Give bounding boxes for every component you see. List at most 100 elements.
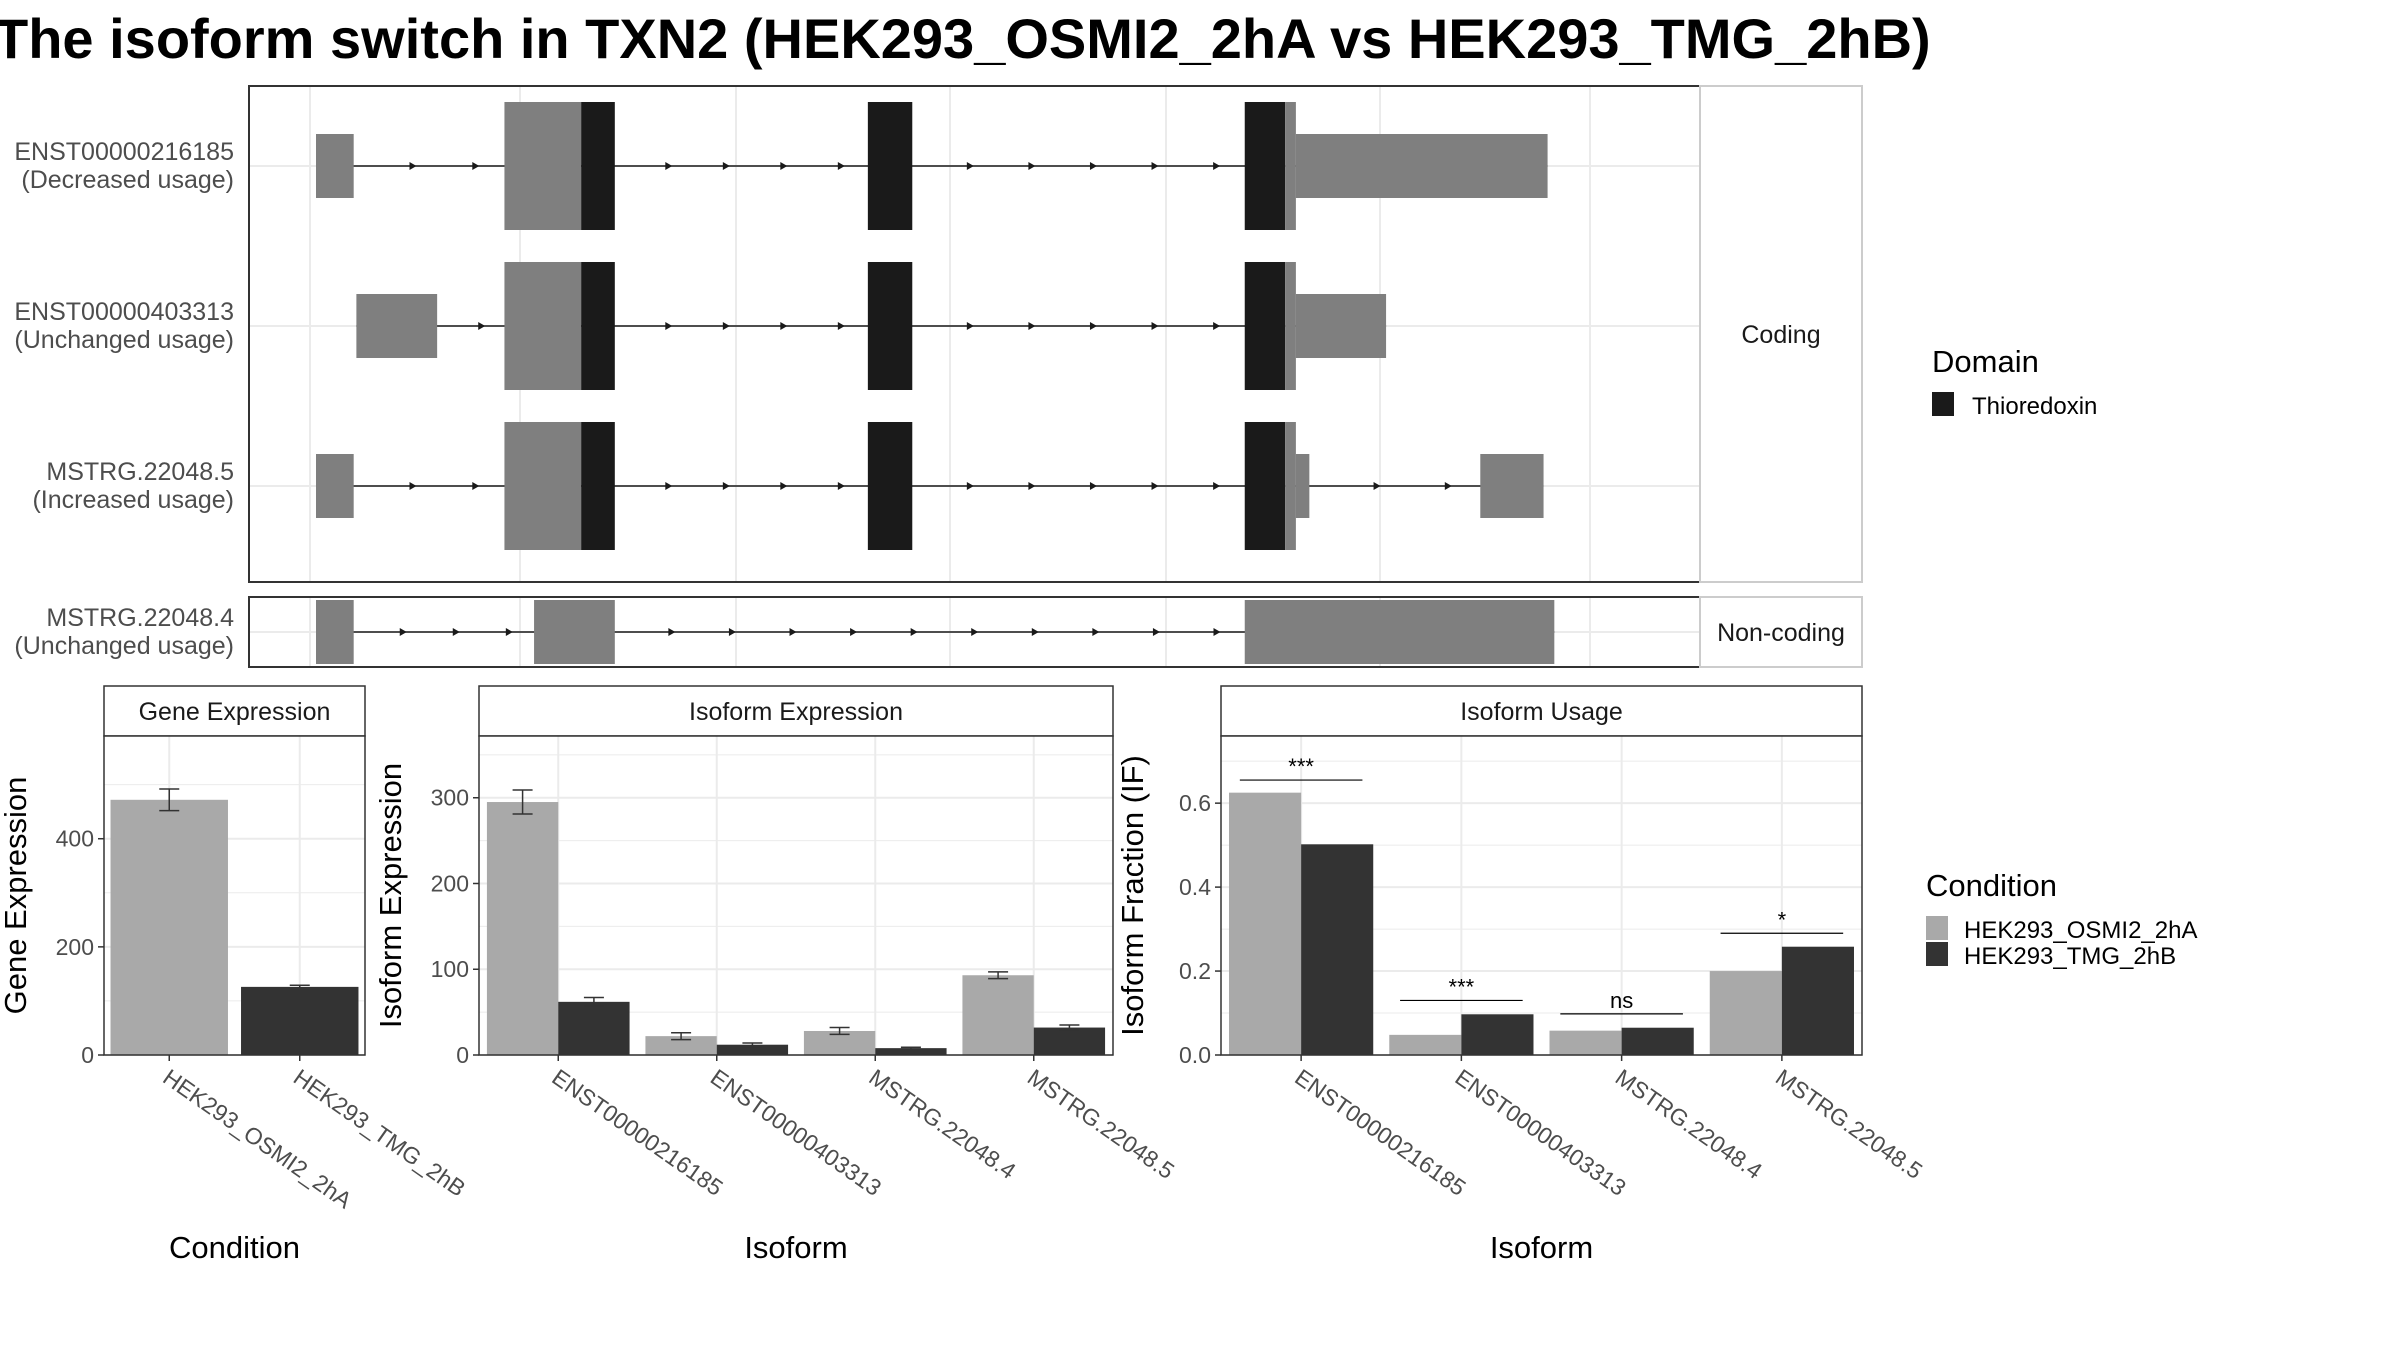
exon-block [1295, 134, 1548, 198]
bar-HEK293_OSMI2_2hA [1229, 792, 1302, 1055]
facet-strip-label: Non-coding [1717, 619, 1845, 647]
x-tick-label: MSTRG.22048.4 [1611, 1064, 1767, 1184]
intron-direction-arrow [1213, 322, 1221, 330]
intron-direction-arrow [665, 162, 673, 170]
x-axis-title: Isoform [1490, 1230, 1593, 1265]
bar-HEK293_OSMI2_2hA [110, 799, 228, 1055]
thioredoxin-domain-segment [581, 262, 615, 390]
y-tick-label: 0.0 [1179, 1042, 1211, 1068]
intron-direction-arrow [478, 322, 486, 330]
legends: Domain Thioredoxin Condition HEK293_OSMI… [1926, 344, 2197, 970]
intron-direction-arrow [1152, 628, 1160, 636]
bar-HEK293_OSMI2_2hA [1549, 1030, 1622, 1055]
intron-direction-arrow [780, 482, 788, 490]
x-tick-label: ENST00000216185 [1290, 1064, 1470, 1201]
thioredoxin-domain-segment [867, 102, 913, 230]
bar-HEK293_OSMI2_2hA [645, 1036, 717, 1055]
thioredoxin-domain-segment [581, 422, 615, 550]
panel-border [1220, 735, 1863, 1056]
intron-direction-arrow [780, 322, 788, 330]
thioredoxin-domain-segment [1244, 102, 1286, 230]
intron-direction-arrow [1031, 628, 1039, 636]
intron-direction-arrow [1151, 482, 1159, 490]
exon-block [1480, 454, 1544, 518]
y-tick-label: 0 [81, 1042, 94, 1068]
significance-label: *** [1288, 754, 1314, 779]
intron-direction-arrow [472, 482, 480, 490]
intron-direction-arrow [837, 482, 845, 490]
bar-HEK293_TMG_2hB [1033, 1027, 1106, 1055]
intron-direction-arrow [505, 628, 513, 636]
exon-block [1295, 294, 1387, 358]
thioredoxin-legend-key [1932, 392, 1954, 416]
exon-block [1295, 454, 1310, 518]
intron-direction-arrow [665, 482, 673, 490]
y-tick-label: 0.2 [1179, 958, 1211, 984]
intron-direction-arrow [1089, 322, 1097, 330]
y-tick-label: 0.4 [1179, 874, 1211, 900]
x-tick-label: ENST00000216185 [547, 1064, 727, 1201]
bar-HEK293_OSMI2_2hA [1389, 1034, 1462, 1055]
panel-strip-title: Gene Expression [139, 698, 331, 726]
intron-direction-arrow [1092, 628, 1100, 636]
panel-strip [478, 685, 1114, 737]
intron-direction-arrow [1373, 482, 1381, 490]
facet-strip [1699, 85, 1863, 583]
exon-block [1285, 422, 1296, 550]
intron-direction-arrow [668, 628, 676, 636]
exon-block [534, 600, 615, 664]
domain-legend-title: Domain [1932, 344, 2039, 379]
thioredoxin-domain-segment [867, 262, 913, 390]
exon-block [1244, 600, 1555, 664]
intron-direction-arrow [1213, 628, 1221, 636]
y-tick-label: 200 [56, 934, 94, 960]
exon-block [356, 294, 438, 358]
intron-direction-arrow [728, 628, 736, 636]
intron-direction-arrow [1089, 482, 1097, 490]
x-tick-label: MSTRG.22048.4 [864, 1064, 1020, 1184]
intron-direction-arrow [665, 322, 673, 330]
transcript-id-label: ENST00000403313 [14, 298, 234, 326]
intron-direction-arrow [971, 628, 979, 636]
intron-direction-arrow [452, 628, 460, 636]
figure-title: The isoform switch in TXN2 (HEK293_OSMI2… [0, 7, 1931, 70]
panel-strip-title: Isoform Usage [1460, 698, 1623, 726]
panel-border [103, 735, 366, 1056]
intron-direction-arrow [399, 628, 407, 636]
significance-label: *** [1449, 974, 1475, 999]
intron-direction-arrow [409, 162, 417, 170]
bar-HEK293_TMG_2hB [716, 1044, 789, 1055]
exon-block [316, 600, 354, 664]
bar-HEK293_OSMI2_2hA [486, 802, 559, 1055]
intron-direction-arrow [722, 162, 730, 170]
transcript-usage-label: (Unchanged usage) [14, 326, 234, 354]
condition-1-legend-key [1926, 916, 1948, 940]
bar-HEK293_TMG_2hB [1781, 946, 1854, 1055]
panel-border [478, 735, 1114, 1056]
y-tick-label: 200 [431, 870, 469, 896]
intron-direction-arrow [1444, 482, 1452, 490]
thioredoxin-legend-label: Thioredoxin [1972, 393, 2097, 420]
intron-direction-arrow [1028, 322, 1036, 330]
significance-label: ns [1610, 988, 1633, 1013]
bar-HEK293_TMG_2hB [1621, 1027, 1694, 1055]
transcript-id-label: MSTRG.22048.5 [46, 458, 234, 486]
bar-HEK293_OSMI2_2hA [1709, 971, 1782, 1055]
y-tick-label: 100 [431, 956, 469, 982]
x-tick-label: ENST00000403313 [1451, 1064, 1631, 1201]
bar-HEK293_TMG_2hB [1301, 844, 1374, 1055]
intron-direction-arrow [1151, 322, 1159, 330]
intron-direction-arrow [1213, 162, 1221, 170]
intron-direction-arrow [966, 162, 974, 170]
intron-direction-arrow [837, 322, 845, 330]
bar-HEK293_TMG_2hB [1461, 1014, 1534, 1055]
y-axis-title: Isoform Expression [373, 763, 408, 1028]
y-tick-label: 0.6 [1179, 790, 1211, 816]
thioredoxin-domain-segment [867, 422, 913, 550]
intron-direction-arrow [722, 322, 730, 330]
y-tick-label: 400 [56, 826, 94, 852]
exon-block [1285, 262, 1296, 390]
intron-direction-arrow [1028, 162, 1036, 170]
transcript-usage-label: (Increased usage) [32, 486, 234, 514]
